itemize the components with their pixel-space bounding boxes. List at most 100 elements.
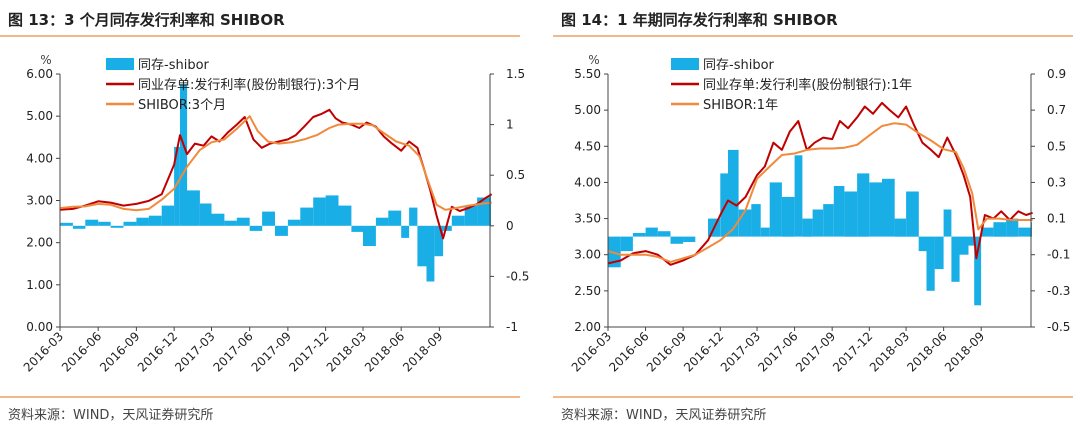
x-tick-label: 2016-03 — [569, 329, 614, 374]
bar — [110, 225, 124, 228]
y-right-tick-label: -0.5 — [1047, 320, 1070, 334]
bar — [657, 231, 671, 237]
bar — [882, 178, 895, 237]
bar — [98, 221, 111, 226]
bar — [751, 204, 761, 237]
source-rule — [553, 396, 1073, 398]
bar — [85, 219, 99, 226]
y-left-tick-label: 0.00 — [26, 320, 53, 334]
bar — [224, 220, 237, 226]
chart-left: % 0.00 1.00 2.00 3.00 4.00 5.00 6.00 -1 -0.5 0 0.5 1… — [21, 53, 530, 375]
bar — [161, 205, 175, 226]
x-tick-label: 2017-03 — [172, 329, 217, 374]
legend: 同存-shibor 同业存单:发行利率(股份制银行):1年 SHIBOR:1年 — [671, 58, 912, 113]
bar — [275, 225, 288, 236]
chart-right: % 2.00 2.50 3.00 3.50 4.00 4.50 5.00 5.50 -0.5 -0.… — [569, 53, 1071, 375]
bar — [1018, 227, 1031, 237]
bar — [388, 210, 402, 226]
bar — [338, 205, 352, 226]
bar — [683, 236, 696, 242]
legend-label: 同业存单:发行利率(股份制银行):1年 — [703, 77, 912, 93]
y-left-tick-label: 3.00 — [26, 194, 53, 208]
bar — [351, 225, 363, 232]
y-right-tick-label: 0.9 — [1047, 67, 1066, 81]
bar — [401, 225, 410, 238]
x-tick-label: 2018-03 — [867, 329, 912, 374]
y-left-tick-label: 4.00 — [26, 151, 53, 165]
bar — [794, 155, 803, 237]
series-line — [607, 101, 1033, 266]
x-tick-label: 2017-06 — [210, 329, 255, 374]
bar — [781, 196, 795, 237]
bar — [812, 209, 824, 237]
bar — [434, 225, 444, 257]
bar — [249, 225, 263, 231]
chart-panel-left: 图 13：3 个月同存发行利率和 SHIBOR % 0.00 1.00 2.00 3.0… — [0, 0, 530, 435]
y-left-tick-label: 2.00 — [26, 236, 53, 250]
legend-label: SHIBOR:1年 — [703, 98, 778, 113]
bar — [211, 213, 225, 226]
legend-label: 同存-shibor — [138, 58, 210, 73]
legend-label: SHIBOR:3个月 — [138, 98, 226, 113]
y-axis-unit: % — [588, 53, 599, 67]
bar — [426, 225, 435, 282]
y-left-tick-label: 3.50 — [574, 212, 601, 226]
bar — [451, 215, 465, 226]
bar — [857, 173, 870, 237]
y-right-tick-label: 0.5 — [1047, 139, 1066, 153]
chart-title: 图 14：1 年期同存发行利率和 SHIBOR — [561, 11, 838, 29]
bar — [464, 205, 478, 226]
bar — [60, 222, 73, 226]
x-tick-label: 2016-06 — [606, 329, 651, 374]
y-left-tick-label: 6.00 — [26, 67, 53, 81]
x-tick-label: 2017-09 — [793, 329, 838, 374]
x-tick-label: 2016-06 — [59, 329, 104, 374]
bar — [262, 211, 275, 226]
y-right-tick-label: -0.1 — [1047, 248, 1070, 262]
x-tick-label: 2018-06 — [362, 329, 407, 374]
bar — [187, 190, 200, 226]
bar — [180, 84, 188, 226]
bar — [443, 225, 452, 231]
y-right-tick-label: -0.3 — [1047, 284, 1070, 298]
y-left-tick-label: 5.00 — [574, 103, 601, 117]
y-left-tick-label: 2.50 — [574, 284, 601, 298]
bar — [199, 203, 212, 226]
bar — [363, 225, 376, 246]
bar — [645, 227, 658, 237]
y-left-tick-label: 2.00 — [574, 320, 601, 334]
bar — [728, 149, 739, 237]
x-tick-label: 2016-09 — [644, 329, 689, 374]
source-note: 资料来源：WIND，天风证券研究所 — [561, 408, 767, 423]
bar — [934, 236, 944, 270]
y-left-tick-label: 4.50 — [574, 139, 601, 153]
bar — [632, 233, 646, 237]
bar — [894, 218, 906, 237]
bar — [670, 236, 684, 244]
bar — [951, 236, 960, 282]
bar — [943, 209, 952, 237]
y-right-tick-label: 0.5 — [506, 168, 525, 182]
source-rule — [0, 396, 520, 398]
y-right-tick-label: 0.1 — [1047, 212, 1066, 226]
bar — [802, 218, 813, 237]
x-tick-label: 2017-12 — [286, 329, 331, 374]
chart-panel-right: 图 14：1 年期同存发行利率和 SHIBOR % 2.00 2.50 3.00 3.5… — [553, 0, 1073, 435]
bar — [375, 217, 389, 226]
x-tick-label: 2016-03 — [21, 329, 66, 374]
y-left-tick-label: 3.00 — [574, 248, 601, 262]
bar — [769, 182, 782, 237]
series-line — [607, 122, 1033, 263]
x-tick-label: 2018-09 — [942, 329, 987, 374]
bar — [981, 227, 994, 237]
y-left-tick-label: 1.00 — [26, 278, 53, 292]
bar — [136, 217, 149, 226]
chart-title: 图 13：3 个月同存发行利率和 SHIBOR — [8, 11, 285, 29]
bar — [300, 207, 314, 226]
bar — [174, 146, 180, 226]
bar — [236, 217, 250, 226]
bar — [620, 236, 633, 252]
bar — [148, 215, 162, 226]
y-left-tick-label: 5.50 — [574, 67, 601, 81]
bar — [417, 225, 427, 267]
